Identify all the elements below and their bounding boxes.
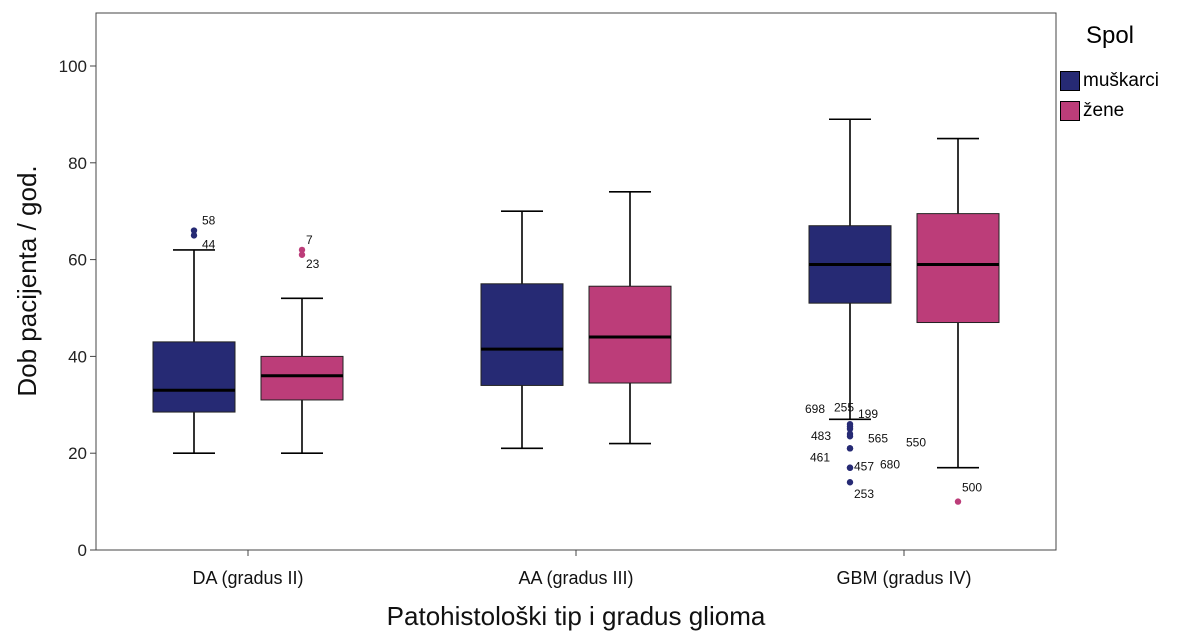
outlier-point	[298, 251, 306, 258]
legend-title: Spol	[1085, 22, 1135, 49]
box-žene-0: 7 23	[260, 233, 344, 455]
outlier-label: 680	[880, 458, 900, 472]
x-tick-label: DA (gradus II)	[192, 568, 303, 588]
outlier-label: 199	[858, 407, 878, 421]
box-muškarci-0: 58 44	[152, 214, 236, 455]
outlier-point	[846, 479, 854, 486]
legend-swatch-muskarci	[1060, 71, 1080, 91]
outlier-label: 457	[854, 460, 874, 474]
legend: Spol muškarci žene	[1060, 22, 1184, 126]
outlier-point	[846, 433, 854, 440]
x-axis: DA (gradus II) AA (gradus III) GBM (gradus…	[192, 550, 972, 588]
outlier-label: 698	[805, 402, 825, 416]
outlier-point	[190, 232, 198, 239]
outlier-label: 253	[854, 487, 874, 501]
legend-label-zene: žene	[1083, 100, 1125, 121]
outlier-label: 7	[306, 233, 313, 247]
iqr-box	[260, 355, 344, 401]
box-muškarci-2: 698 255 199 483 565 461 550 680 457 253	[805, 118, 926, 501]
legend-label-muskarci: muškarci	[1083, 70, 1160, 91]
y-tick-label: 80	[68, 154, 87, 173]
plot-frame	[95, 12, 1057, 551]
box-žene-1	[588, 191, 672, 445]
y-tick-label: 40	[68, 347, 87, 366]
x-axis-title: Patohistološki tip i gradus glioma	[387, 601, 766, 631]
iqr-box	[152, 341, 236, 413]
x-tick-label: GBM (gradus IV)	[836, 568, 971, 588]
legend-swatch-zene	[1060, 101, 1080, 121]
y-tick-label: 100	[59, 57, 87, 76]
legend-item-muskarci: muškarci	[1060, 66, 1184, 96]
y-axis: 0 20 40 60 80 100	[59, 57, 96, 560]
y-axis-title: Dob pacijenta / god.	[12, 165, 42, 396]
y-tick-label: 0	[78, 541, 87, 560]
iqr-box	[916, 213, 1000, 324]
outlier-point	[190, 227, 198, 234]
outlier-label: 483	[811, 429, 831, 443]
box-žene-2: 500	[916, 137, 1000, 505]
outlier-label: 58	[202, 214, 216, 228]
x-tick-label: AA (gradus III)	[518, 568, 633, 588]
y-tick-label: 20	[68, 444, 87, 463]
outlier-point	[846, 425, 854, 433]
outlier-label: 550	[906, 435, 926, 449]
outlier-label: 23	[306, 257, 320, 271]
outlier-point	[298, 246, 306, 254]
outlier-point	[846, 464, 854, 471]
outlier-label: 565	[868, 431, 888, 445]
outlier-point	[846, 445, 854, 452]
y-tick-label: 60	[68, 251, 87, 270]
outlier-label: 255	[834, 401, 854, 415]
outlier-point	[954, 498, 962, 505]
outlier-label: 500	[962, 481, 982, 495]
outlier-label: 461	[810, 450, 830, 464]
box-muškarci-1	[480, 210, 564, 450]
boxes-layer: 58 44 698 255 199 483 565 461 550 680 457 253 7 23 500	[152, 118, 1000, 505]
iqr-box	[588, 285, 672, 384]
legend-item-zene: žene	[1060, 96, 1184, 126]
iqr-box	[480, 283, 564, 386]
outlier-label: 44	[202, 237, 216, 251]
